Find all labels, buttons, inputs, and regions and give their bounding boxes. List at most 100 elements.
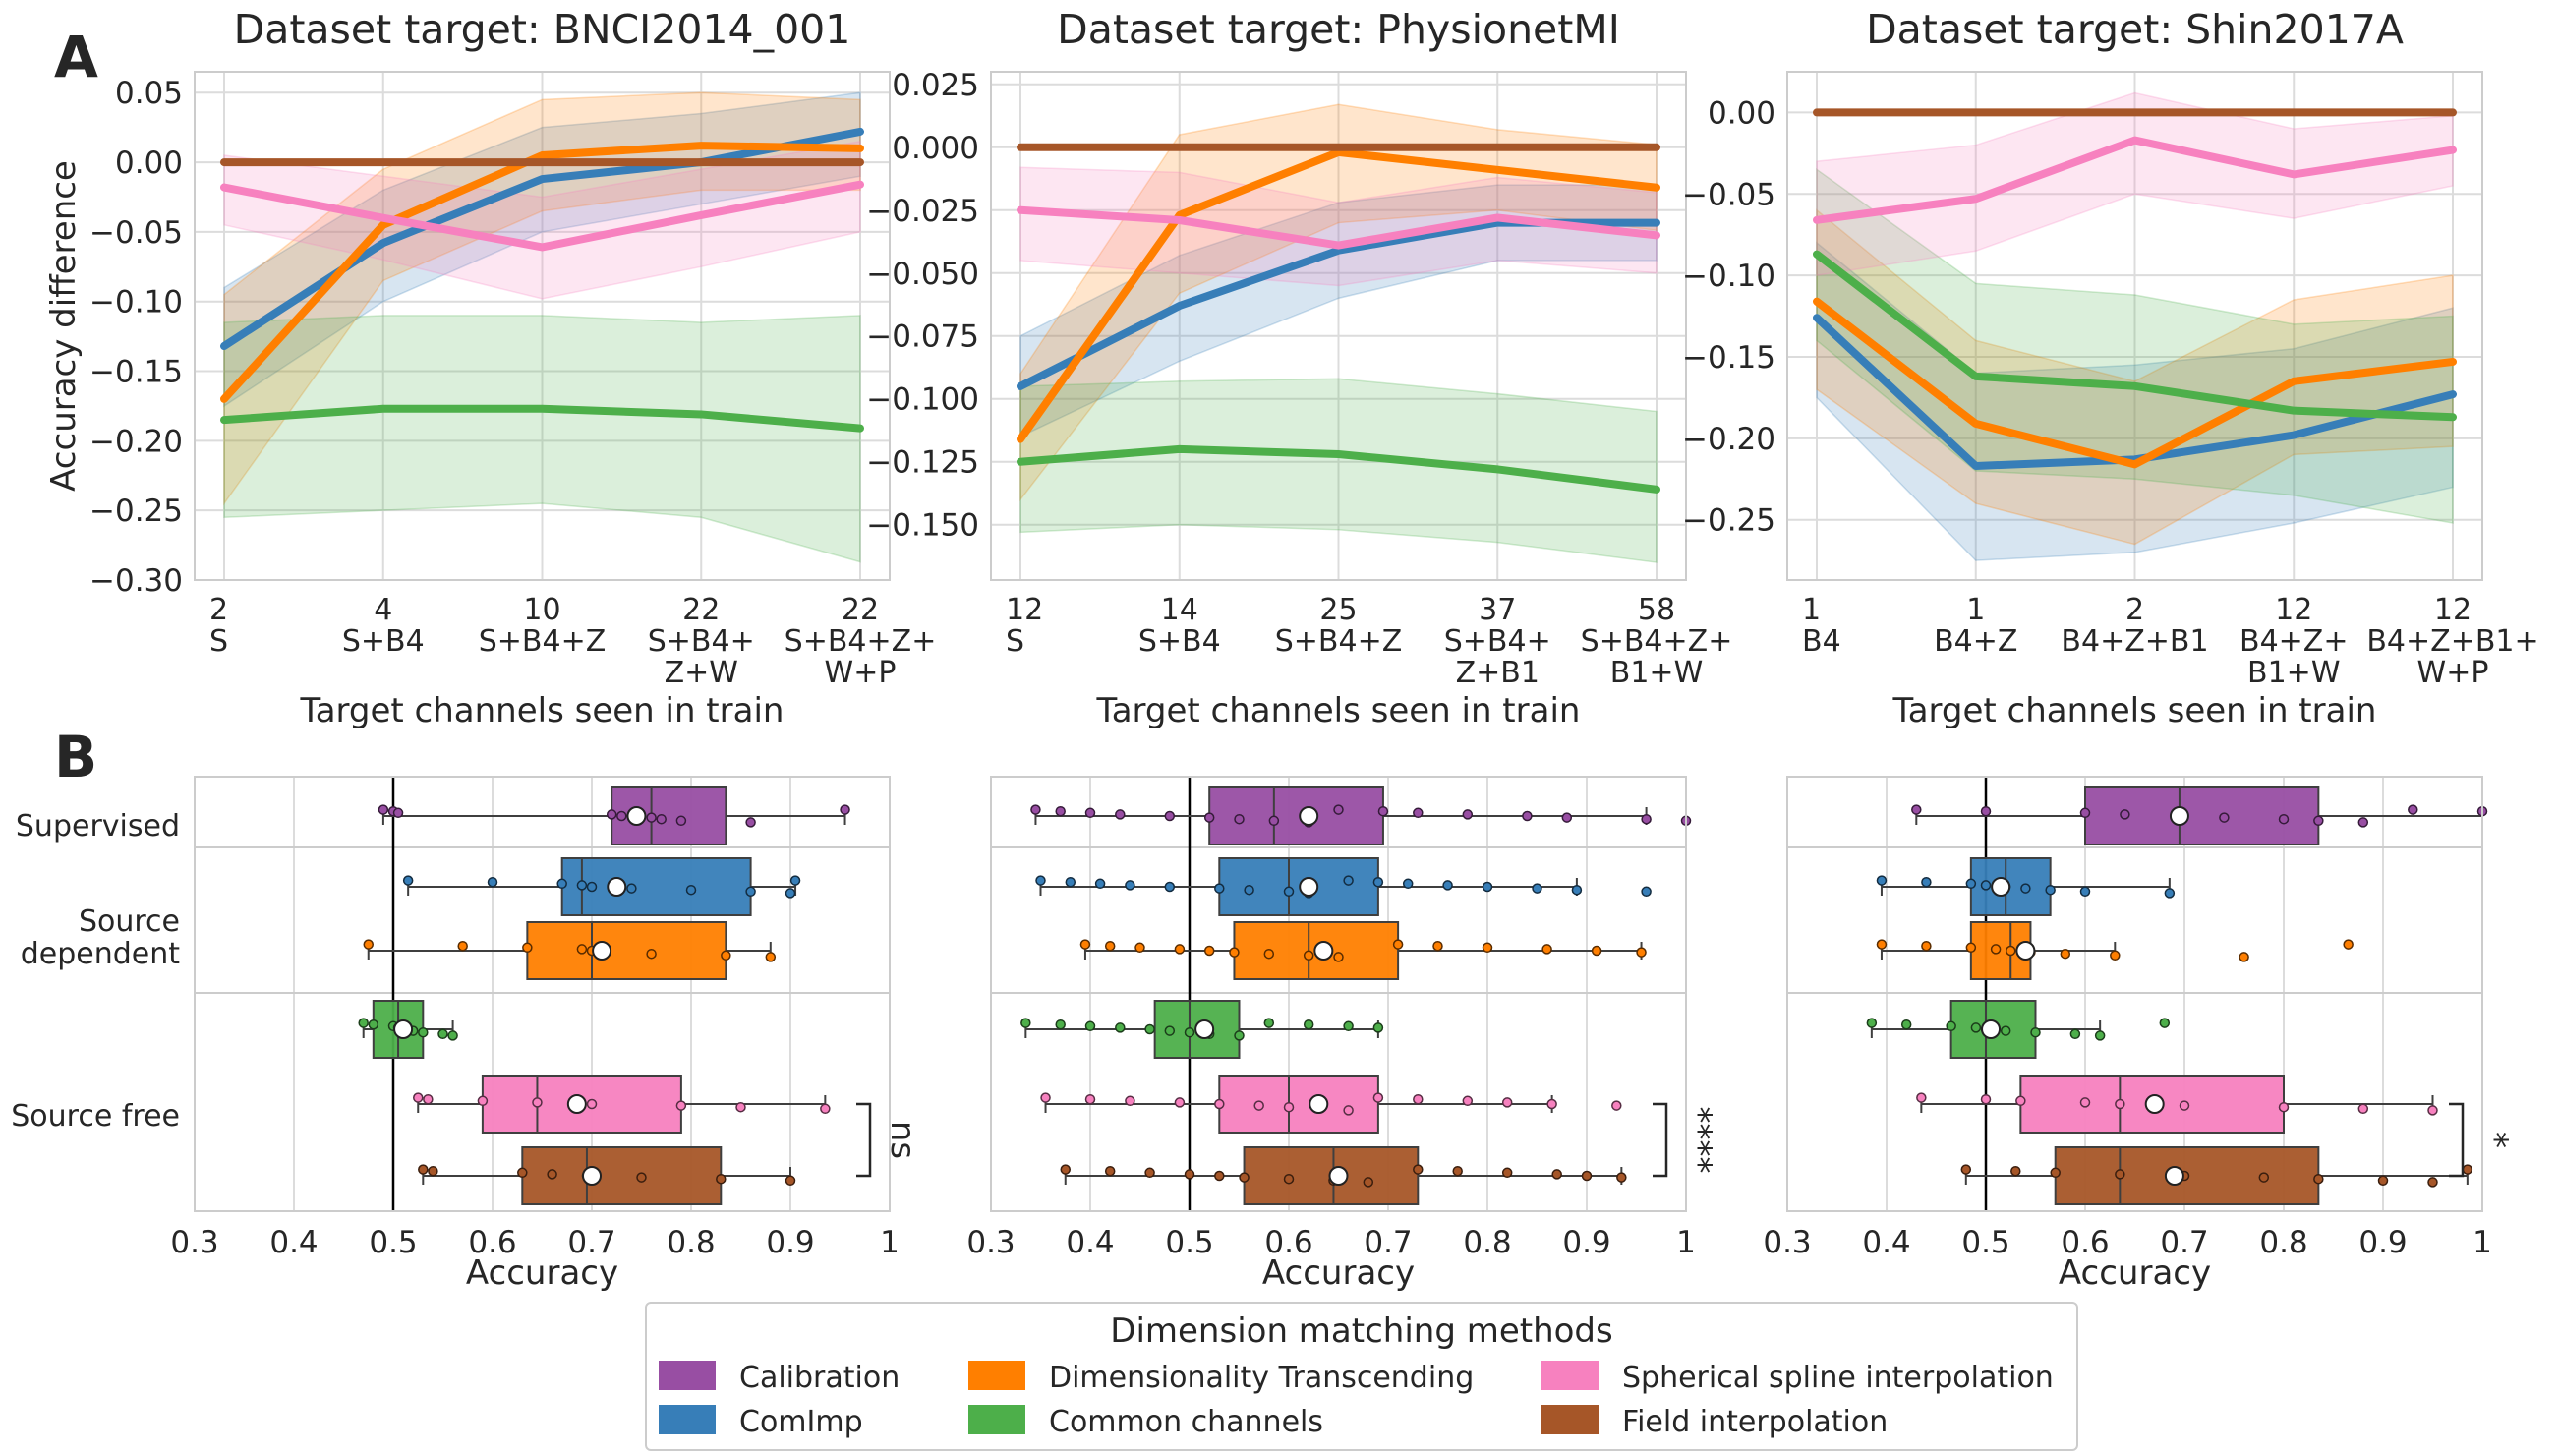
data-point	[840, 804, 850, 815]
mean-marker	[1309, 1094, 1329, 1114]
x-tick-label: B4	[1802, 624, 1841, 659]
legend-label-spherical-spline-interpolation: Spherical spline interpolation	[1622, 1361, 2054, 1395]
data-point	[1134, 942, 1145, 954]
mean-marker	[2169, 806, 2189, 826]
x-tick-label: 1	[1676, 1225, 1696, 1260]
x-tick-label: 1	[1966, 593, 1985, 627]
data-point	[1462, 1095, 1474, 1107]
x-tick-label: 0.5	[1165, 1225, 1213, 1260]
data-point	[1561, 812, 1573, 823]
x-tick-label: S+B4+Z+	[1581, 624, 1733, 659]
x-tick-label: 0.4	[1862, 1225, 1910, 1260]
significance-bracket	[856, 1102, 872, 1178]
data-point	[1402, 878, 1414, 890]
data-point	[636, 1172, 647, 1183]
data-point	[522, 942, 533, 954]
data-point	[1965, 942, 1977, 954]
data-point	[820, 1103, 831, 1115]
x-tick-label: W+P	[2417, 656, 2489, 690]
data-point	[1900, 1019, 1912, 1030]
data-point	[2278, 813, 2290, 825]
axes-frame	[1786, 71, 2483, 581]
data-point	[447, 1030, 458, 1041]
data-point	[1541, 944, 1552, 955]
data-point	[477, 1095, 489, 1107]
data-point	[1965, 878, 1977, 890]
x-tick-label: 0.9	[1562, 1225, 1610, 1260]
x-tick-label: 0.5	[369, 1225, 417, 1260]
y-tick-label: −0.075	[866, 320, 979, 355]
data-point	[1203, 945, 1215, 957]
ci-band-spherical-spline-interpolation	[1019, 166, 1658, 287]
mean-marker	[626, 806, 647, 826]
data-point	[2343, 939, 2354, 950]
data-point	[2427, 1105, 2438, 1116]
data-point	[1094, 878, 1106, 890]
panel-b-label: B	[54, 724, 97, 790]
axes-frame	[990, 71, 1687, 581]
data-point	[1522, 810, 1533, 822]
x-tick-label: 12	[2434, 593, 2472, 627]
series-line-spherical-spline-interpolation	[220, 180, 864, 252]
x-tick-label: 22	[842, 593, 879, 627]
data-point	[785, 888, 796, 899]
data-point	[418, 1164, 429, 1175]
data-point	[2462, 1164, 2473, 1175]
axes-frame	[194, 71, 891, 581]
data-point	[2079, 807, 2091, 819]
x-tick-label: 1	[1802, 593, 1821, 627]
data-point	[1970, 1022, 1982, 1033]
data-point	[1065, 876, 1076, 888]
data-point	[1035, 875, 1046, 886]
x-tick-label: 22	[682, 593, 720, 627]
data-point	[378, 804, 389, 815]
data-point	[2313, 815, 2324, 827]
data-point	[547, 1169, 557, 1180]
x-tick-label: 2	[209, 593, 228, 627]
series-line-spherical-spline-interpolation	[1813, 136, 2457, 224]
data-point	[1960, 1164, 1972, 1175]
data-point	[2050, 1167, 2061, 1179]
data-point	[532, 1097, 543, 1108]
y-tick-label: −0.20	[89, 424, 183, 459]
data-point	[1283, 1101, 1295, 1113]
axes-frame	[990, 776, 1687, 1212]
data-point	[2069, 1028, 2081, 1040]
mean-marker	[2144, 1094, 2165, 1114]
data-point	[1482, 942, 1493, 954]
data-point	[402, 875, 414, 886]
data-point	[646, 948, 657, 960]
x-tick-label: 0.5	[1961, 1225, 2009, 1260]
y-tick-label: −0.100	[866, 382, 979, 418]
data-point	[1866, 1018, 1878, 1028]
y-tick-label: 0.025	[892, 68, 979, 103]
data-point	[363, 939, 374, 950]
panel-a-label: A	[54, 24, 98, 90]
line-chart-2: 0.025 0.000 −0.025 −0.050 −0.075 −0.100 −0.125…	[866, 6, 1732, 730]
y-tick-label: −0.15	[89, 355, 183, 390]
data-point	[1392, 939, 1404, 950]
data-point	[1501, 1097, 1513, 1108]
y-tick-label: −0.10	[89, 285, 183, 320]
group-label: dependent	[21, 937, 181, 971]
data-point	[1164, 1025, 1176, 1036]
data-point	[1591, 945, 1602, 957]
data-point	[1084, 807, 1096, 819]
y-tick-label: −0.15	[1682, 340, 1775, 376]
mean-marker	[1328, 1166, 1349, 1186]
data-point	[1413, 1164, 1424, 1175]
x-tick-label: 0.8	[1463, 1225, 1511, 1260]
data-point	[765, 952, 777, 962]
data-point	[1268, 815, 1280, 827]
data-point	[2427, 1177, 2438, 1188]
x-tick-label: 0.9	[766, 1225, 814, 1260]
x-tick-label: 0.6	[468, 1225, 516, 1260]
box-chart-2: 0.3 0.4 0.5 0.6 0.7 0.8 0.9 1****Accuracy	[966, 776, 1718, 1293]
data-point	[457, 940, 468, 952]
data-point	[1263, 1018, 1275, 1028]
data-point	[1229, 947, 1240, 958]
data-point	[1377, 805, 1389, 817]
y-tick-label: −0.025	[866, 194, 979, 229]
mean-marker	[1194, 1019, 1215, 1039]
